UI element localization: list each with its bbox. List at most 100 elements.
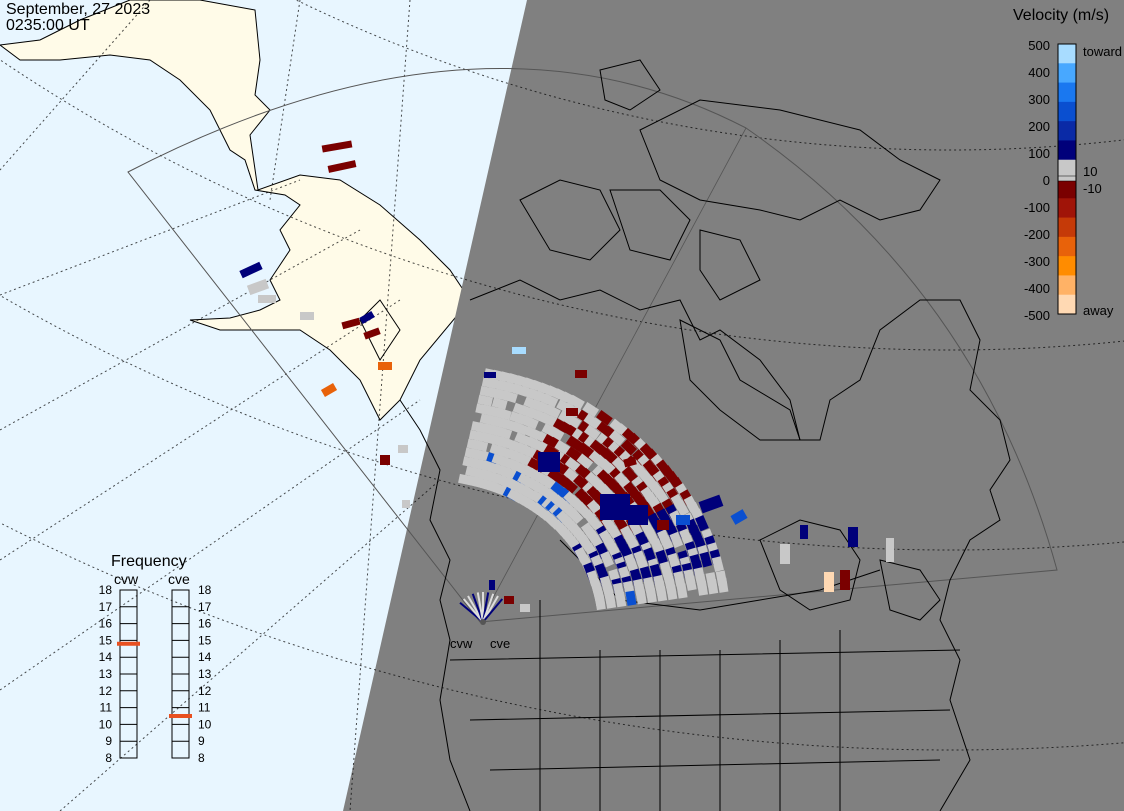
scatter-cell <box>567 507 584 525</box>
scatter-cell <box>644 527 659 545</box>
scatter-cell <box>504 596 514 604</box>
scatter-cell <box>848 527 858 547</box>
frequency-scale-label: 16 <box>198 617 212 631</box>
scatter-cell <box>621 466 638 483</box>
legend-tick-label: 100 <box>1028 146 1050 161</box>
scatter-cell <box>840 570 850 590</box>
radar-label-cve: cve <box>490 636 510 651</box>
frequency-scales: 18 17 16 15 14 13 12 11 10 9 8 18 17 16 15 14 13 12 11 10 9 8 <box>99 583 212 765</box>
frequency-scale-label: 16 <box>99 617 113 631</box>
legend-neg10-label: -10 <box>1083 181 1102 196</box>
scatter-cell <box>596 410 613 426</box>
frequency-scale-label: 11 <box>100 701 113 715</box>
scatter-cell <box>600 494 630 520</box>
scatter-cell <box>699 551 713 568</box>
scatter-cell <box>800 525 808 539</box>
legend-color-segment <box>1058 236 1076 257</box>
frequency-marker-cve <box>169 714 192 718</box>
scatter-cell <box>566 408 578 416</box>
scatter-cell <box>666 584 678 601</box>
scatter-cell <box>524 426 541 441</box>
time-label: 0235:00 UT <box>6 17 90 34</box>
scatter-cell <box>564 413 582 429</box>
frequency-radar-cve: cve <box>168 571 190 587</box>
velocity-cells <box>239 140 894 623</box>
scatter-cell <box>694 514 709 532</box>
coastlines <box>359 59 1011 811</box>
date-label: September, 27 2023 <box>6 1 151 18</box>
scatter-cell <box>300 312 314 320</box>
scatter-cell <box>522 415 539 430</box>
scatter-cell <box>514 432 531 446</box>
frequency-scale-label: 13 <box>198 667 212 681</box>
scatter-cell <box>541 393 559 408</box>
legend-color-segment <box>1058 101 1076 122</box>
scatter-cell <box>608 430 626 446</box>
scatter-cell <box>655 549 669 566</box>
scatter-cell <box>676 515 690 525</box>
scatter-cell <box>561 477 579 494</box>
frequency-scale-label: 10 <box>99 717 113 731</box>
legend-color-segment <box>1058 198 1076 219</box>
frequency-scale-label: 9 <box>198 734 205 748</box>
scatter-cell <box>657 520 669 530</box>
scatter-cell <box>698 494 724 514</box>
legend-zero-band <box>1057 175 1077 182</box>
scatter-cell <box>341 317 361 330</box>
legend-tick-label: 400 <box>1028 65 1050 80</box>
legend-tick-label: -300 <box>1024 254 1050 269</box>
frequency-scale-label: 15 <box>99 633 113 647</box>
legend-color-segment <box>1058 63 1076 84</box>
legend-color-segment <box>1058 294 1076 315</box>
scatter-cell <box>656 586 668 602</box>
scatter-cell <box>594 594 606 611</box>
near-range-beam <box>482 598 504 623</box>
legend-color-segment <box>1058 140 1076 161</box>
legend-toward-label: toward <box>1083 44 1122 59</box>
scatter-cell <box>246 278 270 296</box>
legend-color-segment <box>1058 179 1076 199</box>
frequency-scale-label: 18 <box>99 583 113 597</box>
legend-tick-label: 200 <box>1028 119 1050 134</box>
radar-sites: cvw cve <box>450 619 510 651</box>
legend-color-segment <box>1058 275 1076 296</box>
velocity-legend: Velocity (m/s) 500 400 300 200 100 0 -100 -200 -… <box>1013 7 1122 323</box>
scatter-cell <box>635 589 647 605</box>
radar-label-cvw: cvw <box>450 636 473 651</box>
legend-color-segment <box>1058 159 1076 180</box>
scatter-cell <box>363 327 381 340</box>
legend-tick-label: -200 <box>1024 227 1050 242</box>
scatter-cell <box>669 531 684 549</box>
scatter-cell <box>673 571 686 587</box>
alaska-landmass <box>0 0 471 421</box>
scatter-cell <box>512 421 529 436</box>
scatter-cell <box>780 544 790 564</box>
legend-color-bar <box>1058 44 1076 315</box>
scatter-cell <box>568 394 585 410</box>
scatter-cell <box>711 556 724 572</box>
scatter-cell <box>239 261 263 279</box>
frequency-marker-cvw <box>117 641 140 646</box>
scatter-cell <box>600 551 614 568</box>
scatter-cell <box>685 575 697 591</box>
scatter-cell <box>730 509 748 525</box>
fov-beam-line <box>479 127 747 623</box>
scatter-cell <box>501 390 518 404</box>
legend-color-segment <box>1058 44 1076 64</box>
scatter-cell <box>696 580 709 596</box>
scatter-cell <box>258 295 276 303</box>
scatter-cell <box>575 370 587 378</box>
frequency-scale-label: 8 <box>198 751 205 765</box>
scatter-cell <box>484 372 496 378</box>
frequency-scale-label: 12 <box>198 684 212 698</box>
legend-tick-label: 0 <box>1043 173 1050 188</box>
scatter-cell <box>472 439 489 452</box>
scatter-cell <box>520 604 530 612</box>
legend-color-segment <box>1058 121 1076 141</box>
scatter-cell <box>623 456 637 468</box>
scatter-cell <box>477 394 494 407</box>
scatter-cell <box>620 439 638 456</box>
radar-site-cvw <box>480 619 486 625</box>
legend-pos10-label: 10 <box>1083 164 1097 179</box>
frequency-scale-label: 12 <box>99 684 113 698</box>
